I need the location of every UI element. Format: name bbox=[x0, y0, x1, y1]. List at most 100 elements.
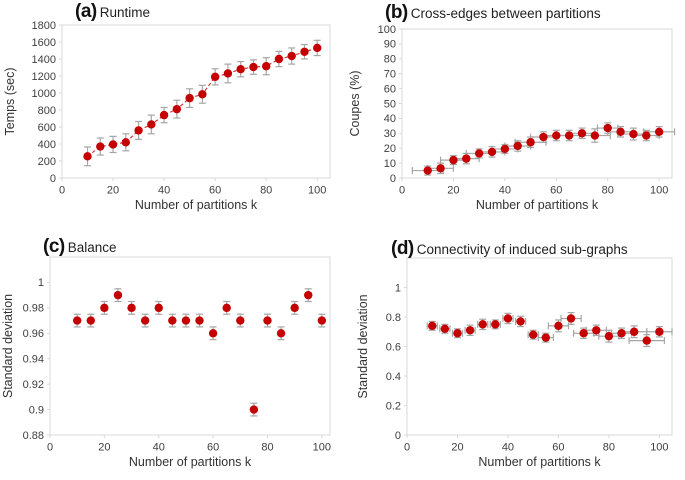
y-axis-title: Coupes (%) bbox=[348, 71, 362, 137]
data-point bbox=[428, 321, 437, 331]
data-point bbox=[462, 154, 471, 163]
data-point bbox=[86, 316, 95, 325]
data-point bbox=[304, 290, 313, 300]
data-point bbox=[554, 321, 563, 331]
y-tick-label: 600 bbox=[38, 122, 56, 134]
data-point bbox=[655, 327, 664, 336]
error-bars bbox=[84, 39, 321, 167]
chart-cross-edges: 0 10 20 30 40 50 60 70 80 90 100 0 20 40 60 80 100 Coupes… bbox=[348, 24, 676, 212]
x-tick-label: 60 bbox=[550, 185, 562, 197]
data-point bbox=[72, 316, 82, 325]
data-point bbox=[198, 90, 207, 99]
data-point bbox=[263, 316, 272, 325]
x-axis-title: Number of partitions k bbox=[476, 198, 599, 212]
x-tick-label: 20 bbox=[447, 185, 459, 197]
data-point bbox=[564, 131, 574, 140]
data-point bbox=[604, 331, 614, 341]
panel-title-text-d: Connectivity of induced sub-graphs bbox=[416, 242, 628, 257]
data-point bbox=[172, 104, 182, 114]
data-point bbox=[168, 316, 177, 325]
y-tick-label: 800 bbox=[38, 105, 56, 117]
data-point bbox=[127, 303, 136, 313]
x-tick-label: 80 bbox=[260, 185, 272, 197]
data-point bbox=[423, 166, 432, 175]
y-tick-label: 80 bbox=[384, 54, 396, 66]
chart-runtime: 0 200 400 600 800 1000 1200 1400 1600 1800 0 20 40 60… bbox=[3, 20, 331, 212]
y-tick-label: 40 bbox=[384, 113, 396, 125]
data-point bbox=[552, 131, 561, 140]
data-point bbox=[629, 327, 639, 336]
y-tick-label: 0 bbox=[390, 173, 396, 185]
data-point bbox=[436, 164, 445, 173]
y-tick-label: 1200 bbox=[32, 71, 56, 83]
y-tick-label: 0.2 bbox=[386, 400, 401, 412]
data-point bbox=[617, 329, 626, 338]
data-point bbox=[236, 316, 245, 325]
x-tick-label: 20 bbox=[98, 442, 110, 454]
data-point bbox=[195, 316, 204, 325]
y-tick-label: 100 bbox=[378, 24, 396, 36]
data-point bbox=[541, 333, 551, 342]
data-point bbox=[526, 138, 535, 147]
data-point bbox=[83, 152, 92, 161]
data-points bbox=[423, 123, 664, 175]
y-tick-label: 1000 bbox=[32, 88, 56, 100]
plot-area-border bbox=[406, 257, 673, 436]
x-axis-title: Number of partitions k bbox=[478, 455, 601, 469]
data-point bbox=[491, 320, 500, 329]
data-point bbox=[317, 316, 327, 325]
y-tick-label: 0.9 bbox=[29, 404, 44, 416]
data-point bbox=[249, 62, 258, 72]
chart-balance: 0.88 0.9 0.92 0.94 0.96 0.98 1 0 20 40 60 80 100 Stan… bbox=[1, 256, 331, 469]
plot-area-border bbox=[49, 256, 331, 436]
data-point bbox=[590, 131, 600, 140]
data-point bbox=[140, 316, 150, 325]
y-tick-label: 0.94 bbox=[23, 354, 44, 366]
y-tick-label: 0.96 bbox=[23, 328, 44, 340]
data-point bbox=[603, 123, 612, 133]
data-point bbox=[96, 142, 105, 151]
x-axis: 0 20 40 60 80 100 bbox=[399, 178, 668, 197]
data-point bbox=[654, 127, 664, 137]
y-tick-label: 10 bbox=[384, 158, 396, 170]
x-tick-label: 20 bbox=[107, 185, 119, 197]
x-tick-label: 60 bbox=[207, 442, 219, 454]
x-axis: 0 20 40 60 80 100 bbox=[47, 435, 331, 454]
y-tick-label: 0 bbox=[395, 430, 401, 442]
panel-balance: (c) Balance 0.88 0.9 0.92 0.94 0.96 0.98 1 0 20 40… bbox=[0, 235, 342, 480]
data-point bbox=[222, 303, 231, 313]
y-axis-title: Standard deviation bbox=[1, 294, 15, 398]
data-point bbox=[478, 320, 487, 329]
y-tick-label: 0.92 bbox=[23, 379, 44, 391]
data-point bbox=[453, 329, 462, 338]
data-point bbox=[577, 129, 587, 138]
y-tick-label: 400 bbox=[38, 139, 56, 151]
y-tick-label: 200 bbox=[38, 156, 56, 168]
x-tick-label: 100 bbox=[313, 442, 331, 454]
data-point bbox=[154, 303, 163, 313]
y-tick-label: 70 bbox=[384, 69, 396, 81]
x-tick-label: 60 bbox=[209, 185, 221, 197]
y-axis: 0 200 400 600 800 1000 1200 1400 1600 1800 bbox=[32, 20, 62, 185]
panel-title-text-c: Balance bbox=[67, 240, 117, 255]
y-tick-label: 0.88 bbox=[23, 430, 44, 442]
y-tick-label: 1400 bbox=[32, 54, 56, 66]
data-point bbox=[503, 314, 513, 323]
panel-title-text-b: Cross-edges between partitions bbox=[410, 6, 601, 21]
chart-connectivity: 0 0.2 0.4 0.6 0.8 1 0 20 40 60 80 100 Standard devia… bbox=[356, 257, 673, 469]
x-tick-label: 0 bbox=[399, 185, 405, 197]
x-tick-label: 40 bbox=[499, 185, 511, 197]
data-point bbox=[159, 110, 169, 120]
y-axis: 0 0.2 0.4 0.6 0.8 1 bbox=[386, 282, 407, 442]
data-point bbox=[290, 303, 299, 313]
data-points bbox=[83, 43, 322, 161]
y-tick-label: 90 bbox=[384, 39, 396, 51]
y-tick-label: 0.6 bbox=[386, 341, 401, 353]
x-tick-label: 80 bbox=[602, 185, 614, 197]
data-point bbox=[528, 330, 538, 339]
panel-label-c: (c) bbox=[43, 236, 65, 257]
y-tick-label: 1600 bbox=[32, 37, 56, 49]
data-point bbox=[147, 120, 156, 129]
data-point bbox=[249, 405, 259, 414]
x-tick-label: 0 bbox=[59, 185, 65, 197]
